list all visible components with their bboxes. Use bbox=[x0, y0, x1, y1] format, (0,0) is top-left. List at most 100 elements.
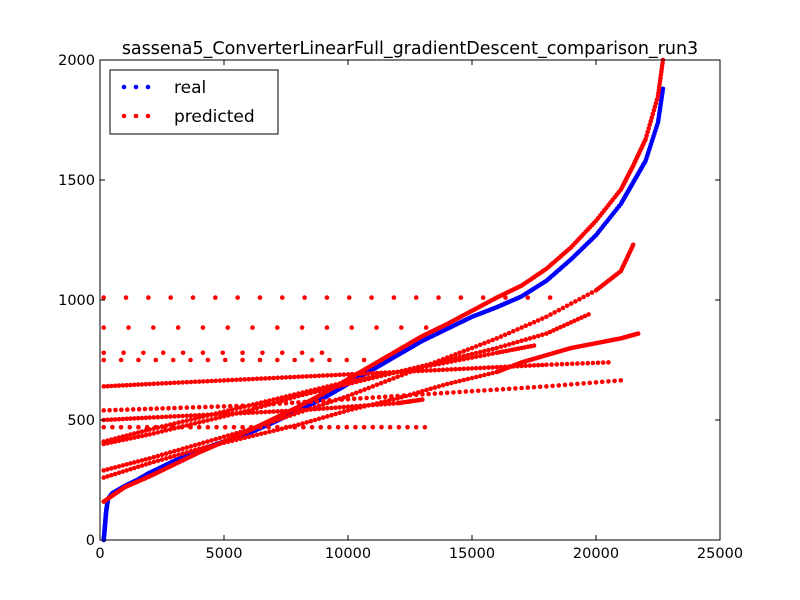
predicted-point bbox=[544, 331, 549, 336]
predicted-point bbox=[170, 424, 176, 430]
predicted-point bbox=[341, 409, 347, 414]
predicted-point bbox=[258, 376, 264, 381]
predicted-point bbox=[217, 415, 223, 420]
predicted-point bbox=[188, 448, 194, 454]
predicted-point bbox=[225, 433, 231, 438]
predicted-point bbox=[139, 429, 145, 434]
predicted-point bbox=[192, 413, 198, 418]
predicted-point bbox=[547, 295, 553, 300]
predicted-point bbox=[153, 357, 159, 363]
predicted-point bbox=[172, 448, 177, 454]
predicted-point bbox=[309, 424, 315, 430]
predicted-point bbox=[473, 374, 479, 380]
predicted-point bbox=[279, 295, 285, 300]
predicted-point bbox=[135, 382, 141, 387]
predicted-point bbox=[500, 386, 506, 392]
predicted-point bbox=[188, 379, 194, 385]
predicted-point bbox=[271, 428, 276, 434]
predicted-point bbox=[180, 419, 185, 424]
predicted-point bbox=[349, 404, 355, 409]
predicted-point bbox=[643, 136, 648, 142]
predicted-point bbox=[250, 410, 256, 415]
predicted-point bbox=[240, 357, 245, 363]
predicted-point bbox=[337, 410, 343, 416]
predicted-point bbox=[105, 438, 110, 443]
predicted-point bbox=[465, 352, 471, 358]
predicted-point bbox=[353, 403, 359, 409]
predicted-point bbox=[465, 366, 471, 371]
predicted-point bbox=[482, 340, 487, 346]
predicted-point bbox=[461, 348, 467, 354]
predicted-point bbox=[246, 376, 252, 382]
predicted-point bbox=[436, 295, 441, 300]
predicted-point bbox=[366, 385, 371, 391]
predicted-point bbox=[364, 395, 369, 401]
predicted-point bbox=[399, 372, 405, 378]
predicted-point bbox=[229, 407, 235, 412]
predicted-point bbox=[320, 385, 326, 390]
predicted-point bbox=[139, 415, 145, 421]
predicted-point bbox=[646, 126, 651, 131]
predicted-point bbox=[387, 398, 392, 403]
predicted-point bbox=[254, 376, 260, 382]
predicted-point bbox=[271, 418, 276, 424]
predicted-point bbox=[353, 390, 359, 396]
predicted-point bbox=[263, 409, 268, 415]
predicted-point bbox=[556, 307, 562, 313]
predicted-point bbox=[120, 437, 126, 443]
predicted-point bbox=[370, 424, 376, 430]
predicted-point bbox=[301, 424, 306, 430]
predicted-point bbox=[184, 418, 190, 423]
predicted-point bbox=[580, 361, 585, 366]
predicted-point bbox=[291, 408, 297, 413]
predicted-point bbox=[344, 357, 350, 363]
predicted-point bbox=[271, 397, 276, 402]
predicted-point bbox=[361, 357, 367, 363]
predicted-point bbox=[166, 405, 171, 411]
predicted-point bbox=[118, 424, 124, 430]
predicted-point bbox=[585, 292, 591, 298]
predicted-point bbox=[387, 424, 393, 430]
predicted-point bbox=[582, 313, 588, 319]
predicted-point bbox=[229, 438, 235, 444]
predicted-point bbox=[188, 413, 194, 418]
predicted-point bbox=[308, 407, 314, 412]
predicted-point bbox=[531, 363, 537, 368]
predicted-point bbox=[413, 295, 419, 300]
predicted-point bbox=[515, 363, 520, 369]
predicted-point bbox=[370, 402, 376, 408]
predicted-point bbox=[325, 373, 330, 378]
predicted-point bbox=[554, 326, 560, 332]
predicted-point bbox=[469, 366, 475, 371]
predicted-point bbox=[382, 394, 388, 400]
predicted-point bbox=[494, 336, 500, 341]
predicted-point bbox=[196, 420, 202, 425]
predicted-point bbox=[176, 425, 181, 430]
predicted-point bbox=[277, 401, 283, 406]
predicted-point bbox=[473, 365, 479, 371]
predicted-point bbox=[163, 456, 169, 461]
plot-points bbox=[101, 57, 666, 543]
predicted-point bbox=[225, 439, 231, 445]
predicted-point bbox=[221, 404, 227, 409]
legend-label-real: real bbox=[174, 78, 206, 98]
predicted-point bbox=[132, 460, 137, 465]
predicted-point bbox=[451, 390, 456, 395]
predicted-point bbox=[222, 357, 228, 363]
predicted-point bbox=[477, 365, 483, 371]
predicted-point bbox=[353, 371, 359, 377]
predicted-point bbox=[128, 466, 133, 472]
predicted-point bbox=[539, 332, 545, 338]
predicted-point bbox=[250, 433, 256, 439]
predicted-point bbox=[465, 347, 471, 352]
predicted-point bbox=[432, 385, 438, 390]
predicted-point bbox=[167, 414, 173, 419]
predicted-point bbox=[453, 379, 458, 385]
predicted-point bbox=[201, 419, 206, 424]
predicted-point bbox=[128, 416, 133, 421]
predicted-point bbox=[135, 430, 141, 435]
predicted-point bbox=[213, 436, 219, 442]
predicted-point bbox=[109, 383, 114, 389]
predicted-point bbox=[196, 404, 202, 410]
predicted-point bbox=[250, 376, 256, 382]
